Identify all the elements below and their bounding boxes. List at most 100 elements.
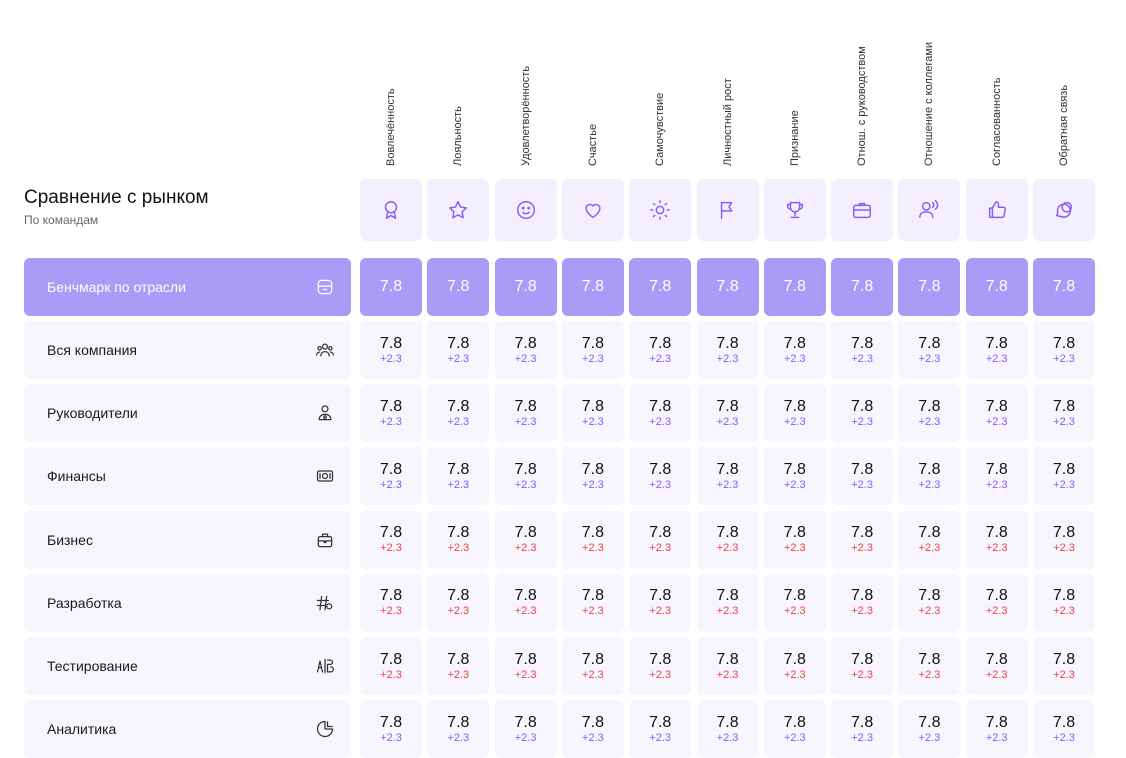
- score-delta: +2.3: [851, 415, 873, 428]
- team-row-label[interactable]: Бизнес: [24, 510, 351, 569]
- benchmark-value: 7.8: [649, 278, 672, 295]
- score-cell: 7.8 +2.3: [427, 384, 490, 443]
- score-value: 7.8: [514, 397, 537, 415]
- score-cell: 7.8 +2.3: [494, 447, 557, 506]
- team-row-label[interactable]: Руководители: [24, 384, 351, 443]
- score-delta: +2.3: [514, 352, 537, 365]
- score-value: 7.8: [1052, 460, 1076, 478]
- chat-icon: [1055, 201, 1073, 218]
- column-header: Отнош. с руководством: [831, 4, 893, 166]
- score-delta: +2.3: [649, 605, 672, 618]
- score-delta: +2.3: [380, 415, 402, 428]
- team-row-label[interactable]: Разработка: [24, 573, 351, 632]
- score-delta: +2.3: [851, 352, 873, 365]
- score-value: 7.8: [918, 587, 941, 605]
- score-delta: +2.3: [447, 605, 470, 618]
- column-header: Личностный рост: [697, 4, 759, 166]
- team-row-label[interactable]: Финансы: [24, 447, 351, 506]
- benchmark-cell: 7.8: [360, 258, 422, 316]
- score-value: 7.8: [649, 587, 672, 605]
- score-value: 7.8: [716, 397, 739, 415]
- sun-icon: [650, 200, 671, 220]
- score-delta: +2.3: [985, 605, 1008, 618]
- score-value: 7.8: [1052, 334, 1076, 352]
- score-delta: +2.3: [918, 605, 941, 618]
- column-header: Признание: [764, 4, 826, 166]
- score-delta: +2.3: [918, 478, 941, 491]
- score-cell: 7.8 +2.3: [561, 573, 624, 632]
- score-value: 7.8: [514, 460, 537, 478]
- score-cell: 7.8 +2.3: [763, 573, 826, 632]
- score-cell: 7.8 +2.3: [1033, 384, 1095, 443]
- score-delta: +2.3: [716, 352, 739, 365]
- score-value: 7.8: [1052, 397, 1076, 415]
- team-name: Аналитика: [47, 721, 117, 738]
- score-cell: 7.8 +2.3: [898, 384, 961, 443]
- score-value: 7.8: [1052, 524, 1076, 542]
- column-icon-tile: [898, 179, 961, 241]
- score-delta: +2.3: [783, 352, 806, 365]
- team-row-label[interactable]: Аналитика: [24, 700, 351, 758]
- score-delta: +2.3: [716, 605, 739, 618]
- score-cell: 7.8 +2.3: [427, 447, 490, 506]
- score-cell: 7.8 +2.3: [561, 321, 624, 379]
- hash-code-icon: [316, 595, 333, 611]
- team-name: Финансы: [47, 468, 106, 485]
- score-cell: 7.8 +2.3: [360, 321, 422, 379]
- score-value: 7.8: [649, 650, 672, 668]
- score-delta: +2.3: [514, 731, 537, 744]
- benchmark-value: 7.8: [850, 278, 874, 295]
- column-header-label: Признание: [788, 110, 801, 166]
- benchmark-value: 7.8: [716, 278, 739, 295]
- column-header-label: Обратная связь: [1058, 84, 1070, 166]
- score-cell: 7.8 +2.3: [360, 510, 422, 569]
- score-value: 7.8: [649, 713, 672, 731]
- column-icon-tile: [561, 179, 624, 241]
- score-value: 7.8: [985, 334, 1008, 352]
- column-header: Отношение с коллегами: [898, 4, 960, 166]
- benchmark-cell: 7.8: [696, 258, 759, 316]
- score-cell: 7.8 +2.3: [561, 700, 624, 758]
- bag-icon: [317, 533, 333, 547]
- score-delta: +2.3: [851, 605, 873, 618]
- folder-icon: [317, 279, 333, 295]
- score-value: 7.8: [649, 460, 672, 478]
- score-value: 7.8: [716, 460, 739, 478]
- score-delta: +2.3: [649, 415, 672, 428]
- score-value: 7.8: [447, 524, 470, 542]
- score-cell: 7.8 +2.3: [494, 637, 557, 695]
- team-row-label[interactable]: Вся компания: [24, 321, 351, 379]
- benchmark-row-label[interactable]: Бенчмарк по отрасли: [24, 258, 351, 316]
- score-delta: +2.3: [447, 478, 470, 491]
- score-delta: +2.3: [918, 668, 941, 681]
- column-header-label: Лояльность: [452, 106, 465, 166]
- trophy-icon: [786, 201, 803, 219]
- money-icon: [316, 470, 334, 483]
- score-value: 7.8: [783, 460, 806, 478]
- column-icon-tile: [494, 179, 557, 241]
- score-value: 7.8: [850, 713, 874, 731]
- score-cell: 7.8 +2.3: [696, 573, 759, 632]
- score-value: 7.8: [447, 460, 470, 478]
- score-cell: 7.8 +2.3: [763, 384, 826, 443]
- score-delta: +2.3: [918, 352, 941, 365]
- score-delta: +2.3: [1053, 668, 1075, 681]
- score-value: 7.8: [581, 334, 605, 352]
- score-cell: 7.8 +2.3: [831, 700, 894, 758]
- people-voice-icon: [919, 200, 939, 219]
- score-delta: +2.3: [582, 415, 604, 428]
- thumb-up-icon: [988, 201, 1006, 219]
- team-row-label[interactable]: Тестирование: [24, 637, 351, 695]
- score-cell: 7.8 +2.3: [629, 510, 692, 569]
- score-cell: 7.8 +2.3: [696, 700, 759, 758]
- score-delta: +2.3: [447, 542, 470, 555]
- score-value: 7.8: [1052, 587, 1076, 605]
- score-delta: +2.3: [514, 668, 537, 681]
- pie-chart-icon: [316, 721, 334, 738]
- score-value: 7.8: [850, 334, 874, 352]
- score-value: 7.8: [1052, 650, 1076, 668]
- score-delta: +2.3: [380, 605, 402, 618]
- score-value: 7.8: [514, 524, 537, 542]
- score-cell: 7.8 +2.3: [696, 447, 759, 506]
- score-delta: +2.3: [1053, 415, 1075, 428]
